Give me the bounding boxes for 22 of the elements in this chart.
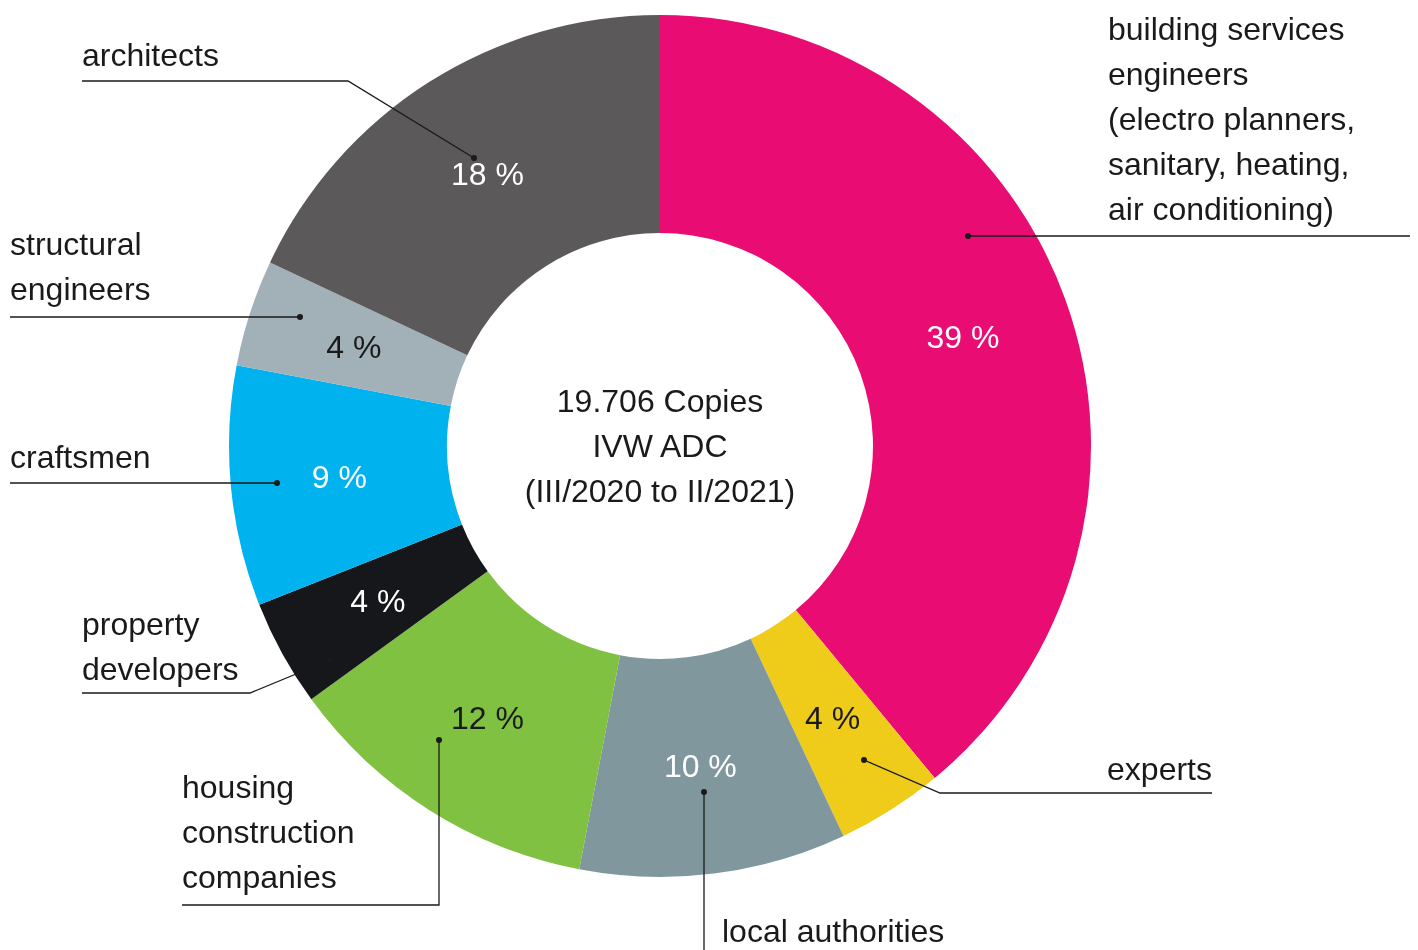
data-label: 39 %	[926, 319, 1000, 356]
data-label: 4 %	[804, 700, 861, 737]
data-label: 18 %	[451, 156, 524, 193]
slice-label: local authorities	[722, 913, 945, 949]
data-label: 4 %	[326, 328, 382, 365]
text: (III/2020 to II/2021)	[524, 473, 796, 510]
slice-label: property developers	[82, 606, 239, 687]
donut-slice	[750, 610, 935, 836]
donut-slice	[236, 262, 468, 407]
data-label: 4 %	[350, 583, 406, 620]
slice-label: structural engineers	[10, 226, 151, 307]
data-label: 10 %	[663, 747, 737, 784]
slice-label: experts	[1107, 751, 1212, 787]
slice-label: building services engineers (electro planners, sanitary, heating, air conditioning)	[1108, 11, 1356, 227]
data-label: 12 %	[451, 700, 524, 737]
text: IVW ADC	[592, 428, 728, 465]
donut-slice	[270, 15, 660, 356]
slice-label: housing construction companies	[182, 769, 355, 895]
data-label: 9 %	[311, 458, 367, 495]
slice-label: craftsmen	[10, 439, 151, 475]
text: 19.706 Copies	[556, 383, 764, 420]
slice-label: architects	[82, 37, 219, 73]
